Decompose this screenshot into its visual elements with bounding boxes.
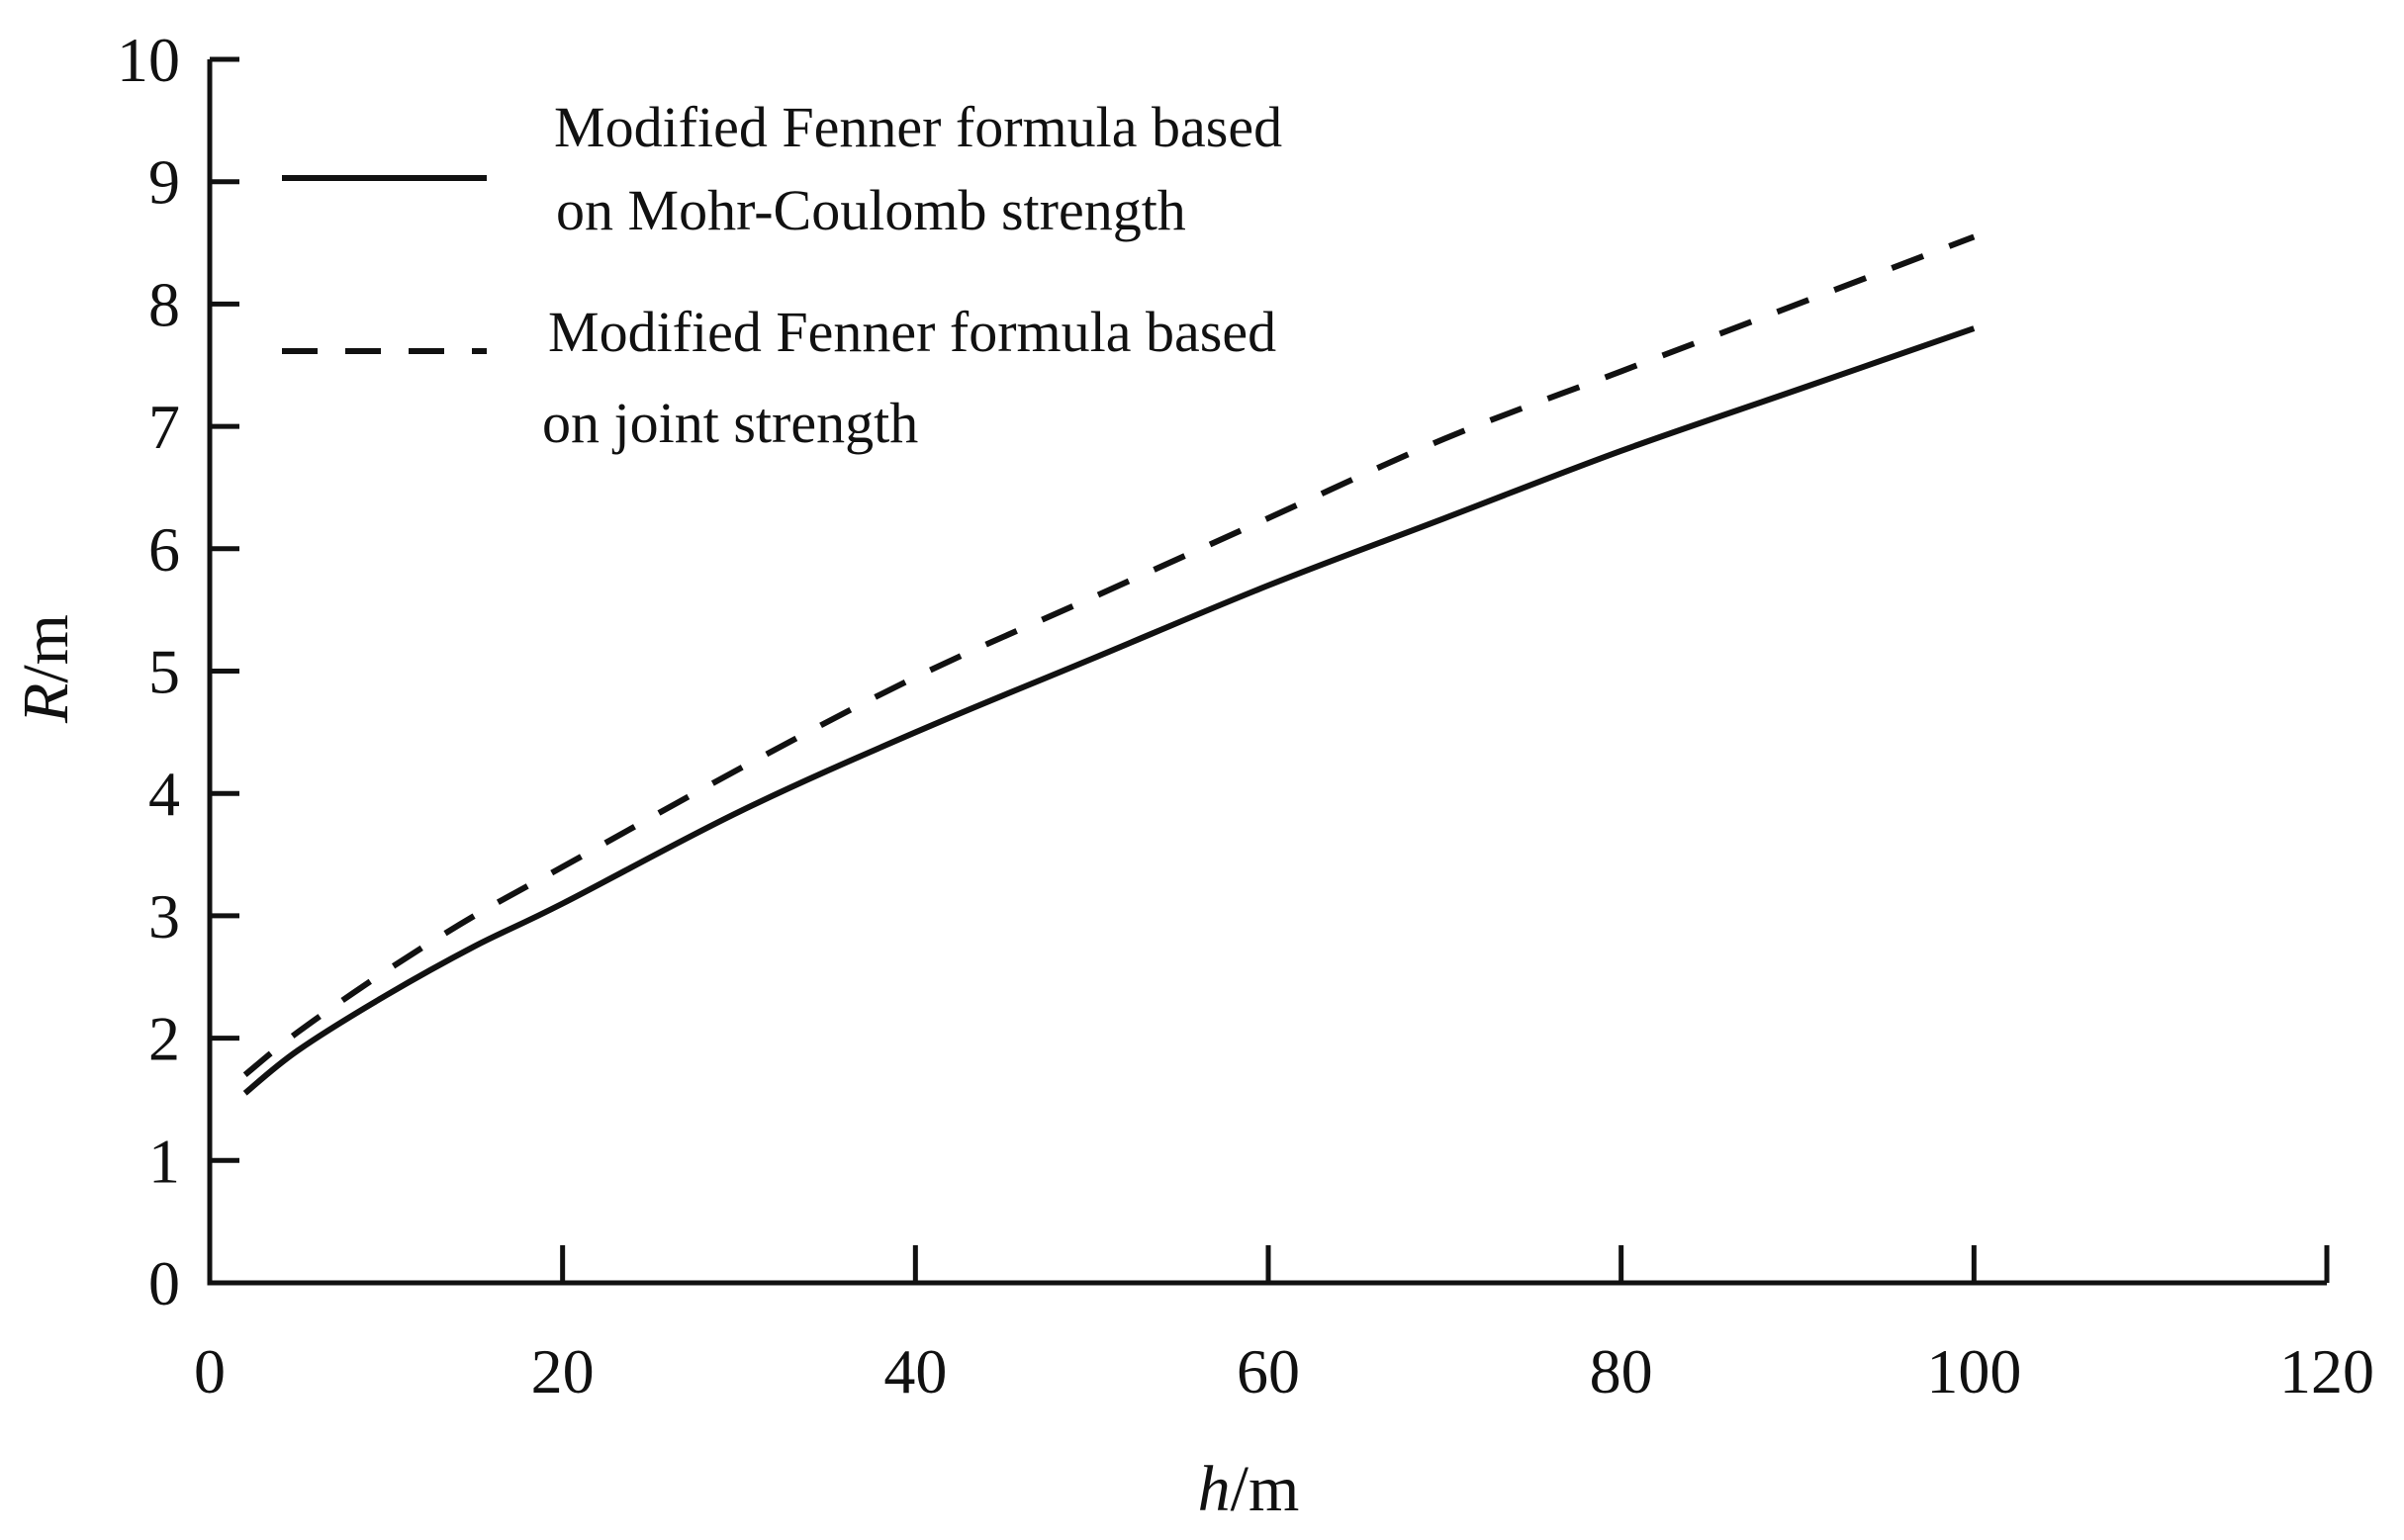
x-tick-label: 0 bbox=[194, 1336, 226, 1406]
plot-lines bbox=[242, 233, 1976, 1096]
x-tick-label: 40 bbox=[883, 1336, 947, 1406]
x-tick-label: 60 bbox=[1237, 1336, 1300, 1406]
y-tick-label: 5 bbox=[148, 637, 180, 707]
axis-frame bbox=[207, 59, 2327, 1286]
y-tick-label: 7 bbox=[148, 392, 180, 462]
legend: Modified Fenner formula based on Mohr-Co… bbox=[282, 95, 1282, 455]
y-axis-variable: R bbox=[10, 683, 82, 724]
y-axis-label: R/m bbox=[10, 614, 82, 724]
y-tick-label: 9 bbox=[148, 147, 180, 218]
ticks bbox=[207, 56, 2330, 1286]
x-tick-label: 20 bbox=[531, 1336, 595, 1406]
x-axis-unit: /m bbox=[1231, 1453, 1300, 1525]
axes bbox=[207, 59, 2327, 1286]
x-axis-variable: h bbox=[1198, 1453, 1231, 1525]
y-tick-label: 0 bbox=[148, 1248, 180, 1318]
y-tick-label: 4 bbox=[148, 759, 180, 829]
y-tick-label: 6 bbox=[148, 514, 180, 585]
series-joint-strength-line bbox=[242, 233, 1976, 1078]
legend-label-series-1-line-1: Modified Fenner formula based bbox=[554, 95, 1282, 159]
y-axis-unit: /m bbox=[10, 614, 82, 683]
y-tick-label: 2 bbox=[148, 1004, 180, 1074]
x-tick-label: 80 bbox=[1590, 1336, 1653, 1406]
x-tick-label: 120 bbox=[2279, 1336, 2374, 1406]
series-mohr-coulomb-line bbox=[242, 325, 1976, 1096]
legend-label-series-1-line-2: on Mohr-Coulomb strength bbox=[556, 178, 1186, 242]
y-tick-label: 3 bbox=[148, 881, 180, 951]
legend-label-series-2-line-2: on joint strength bbox=[542, 391, 918, 455]
y-tick-label: 8 bbox=[148, 269, 180, 339]
legend-label-series-2-line-1: Modified Fenner formula based bbox=[548, 300, 1276, 364]
x-tick-label: 100 bbox=[1926, 1336, 2021, 1406]
y-tick-label: 1 bbox=[148, 1126, 180, 1196]
y-tick-label: 10 bbox=[117, 25, 180, 95]
x-axis-label: h/m bbox=[1198, 1453, 1300, 1525]
